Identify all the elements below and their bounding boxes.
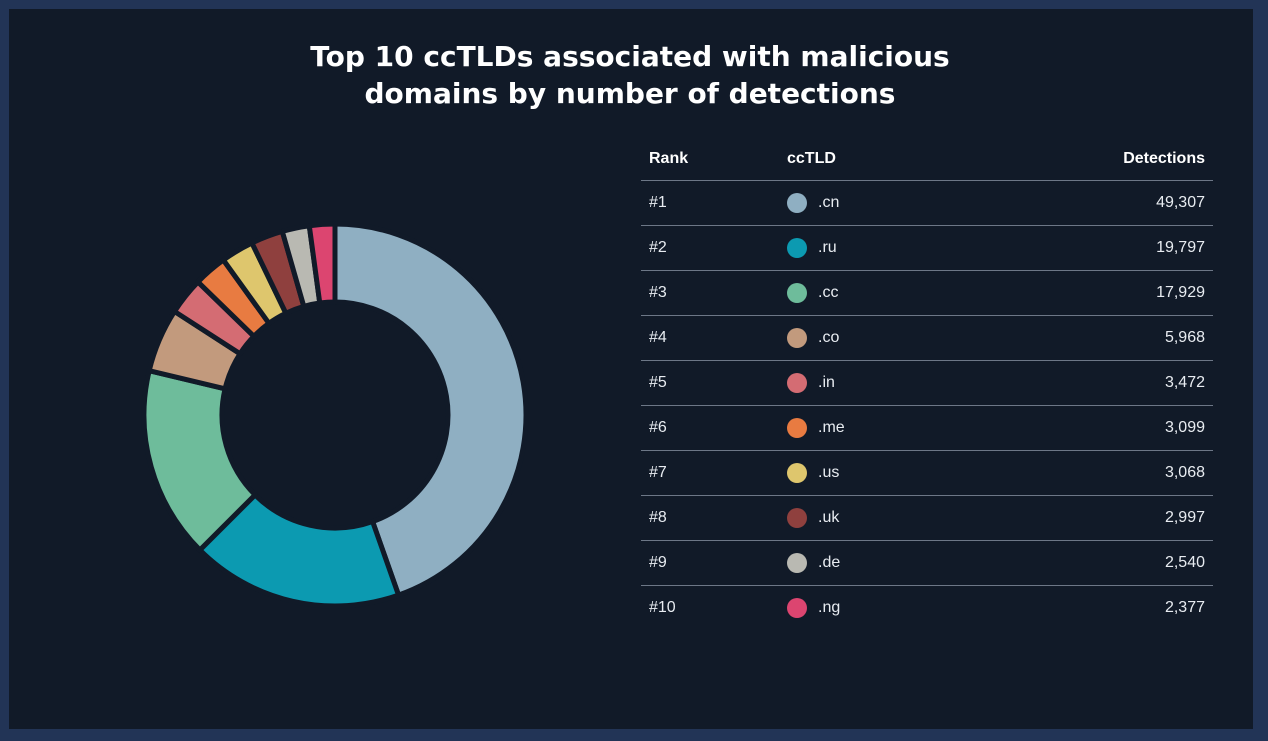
rank-cell: #4 (649, 329, 667, 346)
cctld-cell: .in (787, 373, 987, 393)
detections-cell: 19,797 (1156, 239, 1205, 256)
rank-cell: #2 (649, 239, 667, 256)
color-swatch (787, 508, 807, 528)
table-row: #7 .us 3,068 (641, 451, 1213, 496)
cctld-cell: .us (787, 463, 987, 483)
chart-title-line-1: Top 10 ccTLDs associated with malicious (310, 40, 950, 73)
cctld-cell: .co (787, 328, 987, 348)
color-swatch (787, 463, 807, 483)
chart-title-line-2: domains by number of detections (364, 77, 896, 110)
rank-cell: #8 (649, 509, 667, 526)
cctld-cell: .cc (787, 283, 987, 303)
header-cctld: ccTLD (787, 150, 836, 167)
detections-cell: 3,068 (1164, 464, 1205, 481)
cctld-label: .cc (818, 284, 839, 301)
detections-cell: 5,968 (1164, 329, 1205, 346)
rank-cell: #7 (649, 464, 667, 481)
cctld-cell: .de (787, 553, 987, 573)
table-row: #8 .uk 2,997 (641, 496, 1213, 541)
detections-cell: 3,099 (1164, 419, 1205, 436)
legend-table-header: Rank ccTLD Detections (641, 138, 1213, 181)
chart-title: Top 10 ccTLDs associated with malicious … (0, 38, 1260, 112)
rank-cell: #6 (649, 419, 667, 436)
detections-cell: 3,472 (1164, 374, 1205, 391)
header-detections: Detections (1123, 150, 1205, 167)
cctld-label: .ru (818, 239, 837, 256)
cctld-cell: .me (787, 418, 987, 438)
cctld-cell: .ru (787, 238, 987, 258)
legend-table: Rank ccTLD Detections #1 .cn 49,307 #2 .ru 19… (641, 138, 1213, 630)
detections-cell: 2,997 (1164, 509, 1205, 526)
detections-cell: 17,929 (1156, 284, 1205, 301)
color-swatch (787, 373, 807, 393)
table-row: #3 .cc 17,929 (641, 271, 1213, 316)
donut-slice-ng (306, 221, 338, 306)
cctld-label: .co (818, 329, 840, 346)
detections-cell: 2,377 (1164, 599, 1205, 616)
rank-cell: #5 (649, 374, 667, 391)
color-swatch (787, 328, 807, 348)
color-swatch (787, 418, 807, 438)
cctld-cell: .cn (787, 193, 987, 213)
detections-cell: 2,540 (1164, 554, 1205, 571)
cctld-label: .in (818, 374, 835, 391)
color-swatch (787, 193, 807, 213)
header-rank: Rank (649, 150, 689, 167)
table-row: #10 .ng 2,377 (641, 586, 1213, 630)
cctld-label: .ng (818, 599, 841, 616)
table-row: #2 .ru 19,797 (641, 226, 1213, 271)
color-swatch (787, 238, 807, 258)
rank-cell: #10 (649, 599, 676, 616)
color-swatch (787, 283, 807, 303)
cctld-cell: .uk (787, 508, 987, 528)
table-row: #4 .co 5,968 (641, 316, 1213, 361)
rank-cell: #3 (649, 284, 667, 301)
color-swatch (787, 598, 807, 618)
table-row: #9 .de 2,540 (641, 541, 1213, 586)
table-row: #5 .in 3,472 (641, 361, 1213, 406)
detections-cell: 49,307 (1156, 194, 1205, 211)
table-row: #1 .cn 49,307 (641, 181, 1213, 226)
rank-cell: #1 (649, 194, 667, 211)
cctld-label: .de (818, 554, 841, 571)
donut-slice-cn (332, 221, 529, 598)
cctld-label: .us (818, 464, 840, 481)
cctld-label: .cn (818, 194, 840, 211)
cctld-cell: .ng (787, 598, 987, 618)
cctld-label: .uk (818, 509, 840, 526)
color-swatch (787, 553, 807, 573)
table-row: #6 .me 3,099 (641, 406, 1213, 451)
cctld-label: .me (818, 419, 845, 436)
legend-table-body: #1 .cn 49,307 #2 .ru 19,797 #3 .cc 17,929 #4 .co 5,… (641, 181, 1213, 630)
rank-cell: #9 (649, 554, 667, 571)
